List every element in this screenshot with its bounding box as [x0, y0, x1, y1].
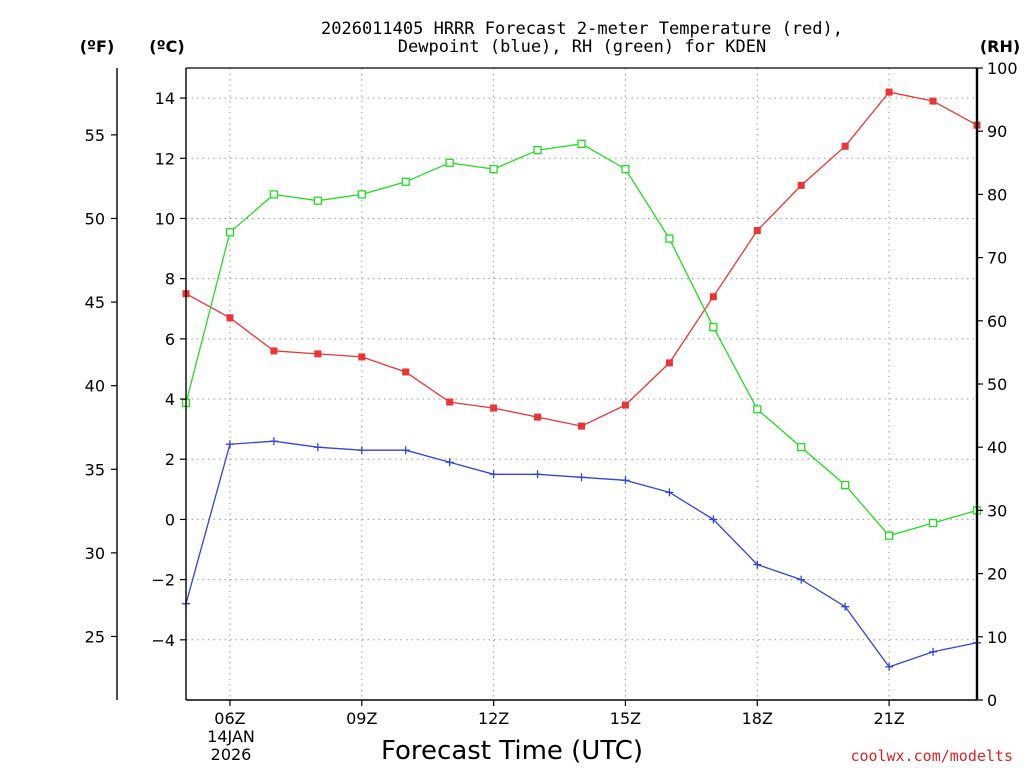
rh-point: [357, 190, 366, 199]
rh-point: [928, 518, 938, 528]
x-tick-label: 21Z: [873, 709, 904, 728]
dewpoint-point: [445, 458, 454, 467]
x-tick-label: 09Z: [346, 709, 377, 728]
rh-tick-label: 60: [987, 312, 1007, 331]
x-tick-label: 06Z: [214, 709, 245, 728]
rh-tick-label: 30: [987, 501, 1007, 520]
dewpoint-point: [753, 560, 762, 569]
fahrenheit-tick-label: 30: [85, 544, 105, 563]
x-tick-label: 12Z: [478, 709, 509, 728]
rh-point: [753, 405, 762, 414]
dewpoint-point: [665, 488, 674, 497]
temperature-point: [621, 401, 629, 409]
data-series: [181, 88, 982, 671]
celsius-tick-label: 2: [165, 450, 175, 469]
dewpoint-point: [841, 602, 850, 611]
temperature-point: [446, 398, 454, 406]
date-label-day: 14JAN: [207, 727, 255, 746]
temperature-point: [490, 404, 498, 412]
rh-point: [269, 190, 279, 199]
celsius-tick-label: 10: [155, 209, 175, 228]
temperature-point: [709, 293, 717, 301]
dewpoint-point: [357, 446, 366, 455]
temperature-point: [358, 353, 366, 361]
temperature-point: [797, 181, 805, 189]
credit-text: coolwx.com/modelts: [850, 747, 1013, 765]
celsius-tick-label: 6: [165, 330, 175, 349]
rh-unit-label: (RH): [980, 37, 1020, 56]
fahrenheit-tick-label: 55: [85, 126, 105, 145]
x-tick-label: 15Z: [610, 709, 641, 728]
dewpoint-point: [313, 443, 322, 452]
x-axis-title: Forecast Time (UTC): [381, 736, 643, 766]
rh-point: [489, 164, 498, 174]
temperature-point: [665, 359, 673, 367]
rh-point: [225, 228, 235, 237]
celsius-tick-label: 4: [165, 390, 175, 409]
temperature-point: [929, 97, 937, 105]
temperature-point: [753, 227, 761, 235]
rh-point: [621, 164, 630, 174]
rh-point: [709, 322, 718, 332]
chart-title-line-2: Dewpoint (blue), RH (green) for KDEN: [398, 37, 766, 57]
celsius-tick-label: 14: [155, 89, 175, 108]
fahrenheit-unit-label: (ºF): [80, 37, 115, 56]
rh-tick-label: 90: [987, 122, 1007, 141]
rh-tick-label: 80: [987, 185, 1007, 204]
fahrenheit-tick-label: 35: [85, 460, 105, 479]
chart-title-line-1: 2026011405 HRRR Forecast 2-meter Tempera…: [321, 19, 843, 39]
fahrenheit-tick-label: 45: [85, 293, 105, 312]
celsius-tick-label: 8: [165, 270, 175, 289]
temperature-point: [534, 413, 542, 421]
temperature-point: [578, 422, 585, 430]
dewpoint-point: [489, 470, 498, 479]
rh-point: [533, 146, 542, 155]
rh-point: [577, 139, 586, 148]
series-dewpoint: [182, 437, 981, 671]
rh-point: [841, 480, 850, 490]
temperature-point: [402, 368, 410, 376]
dewpoint-point: [401, 446, 410, 455]
celsius-unit-label: (ºC): [149, 37, 184, 56]
celsius-tick-label: 12: [155, 149, 175, 168]
celsius-tick-label: 0: [165, 510, 175, 529]
rh-point: [313, 196, 322, 205]
rh-point: [665, 234, 674, 243]
rh-point: [884, 531, 894, 540]
dewpoint-point: [621, 476, 630, 485]
rh-tick-label: 20: [987, 565, 1007, 584]
rh-tick-label: 0: [987, 691, 997, 710]
dewpoint-point: [929, 647, 938, 656]
rh-tick-label: 100: [987, 59, 1018, 78]
dewpoint-point: [269, 437, 278, 446]
rh-tick-label: 40: [987, 438, 1007, 457]
dewpoint-point: [885, 662, 894, 671]
fahrenheit-tick-label: 50: [85, 209, 105, 228]
dewpoint-point: [797, 575, 806, 584]
dewpoint-point: [577, 473, 586, 482]
celsius-tick-label: −4: [151, 631, 175, 650]
temperature-point: [226, 314, 234, 322]
temperature-point: [841, 142, 849, 150]
rh-tick-label: 50: [987, 375, 1007, 394]
dewpoint-point: [225, 440, 234, 449]
rh-point: [445, 158, 454, 167]
celsius-tick-label: −2: [151, 571, 175, 590]
grid-lines: [186, 68, 977, 700]
rh-point: [401, 177, 410, 186]
fahrenheit-tick-label: 40: [85, 377, 105, 396]
x-tick-label: 18Z: [742, 709, 773, 728]
temperature-point: [885, 88, 893, 96]
fahrenheit-tick-label: 25: [85, 627, 105, 646]
temperature-point: [270, 347, 278, 355]
dewpoint-point: [709, 515, 718, 524]
rh-tick-label: 70: [987, 249, 1007, 268]
axes: 06Z 09Z 12Z 15Z 18Z 21Z −4 −2 0 2 4 6 8 10 12 14 25 30 35 4…: [85, 59, 1018, 728]
date-label-year: 2026: [211, 745, 252, 764]
temperature-point: [314, 350, 322, 358]
rh-point: [797, 443, 806, 452]
dewpoint-point: [533, 470, 542, 479]
rh-tick-label: 10: [987, 628, 1007, 647]
